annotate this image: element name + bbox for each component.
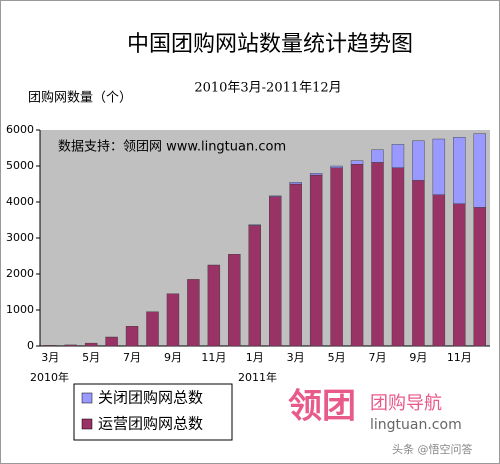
logo-name: 团购导航 — [370, 393, 442, 414]
bar-segment — [432, 138, 446, 195]
y-tick-label: 0 — [27, 339, 34, 352]
x-tick-label: 1月 — [246, 351, 264, 364]
y-tick-label: 1000 — [6, 303, 34, 316]
logo-url: lingtuan.com — [370, 417, 462, 433]
bar-segment — [248, 224, 261, 226]
bar-segment — [44, 345, 57, 347]
bar-segment — [248, 225, 261, 347]
bar-segment — [105, 336, 118, 347]
bar-segment — [412, 180, 425, 347]
legend-swatch — [81, 392, 93, 404]
bar-segment — [350, 163, 364, 347]
x-tick-label: 11月 — [447, 351, 472, 364]
bar-segment — [371, 149, 384, 163]
bar-segment — [289, 183, 302, 347]
chart-title: 中国团购网站数量统计趋势图 — [127, 32, 413, 57]
x-tick-label: 9月 — [164, 351, 182, 364]
x-tick-label: 11月 — [201, 351, 226, 364]
source-note: 数据支持：领团网 www.lingtuan.com — [58, 140, 286, 155]
y-tick-label: 6000 — [6, 123, 34, 136]
y-tick-label: 5000 — [6, 159, 34, 172]
bar-segment — [453, 136, 466, 204]
x-tick-label: 7月 — [369, 351, 387, 364]
legend-label: 关闭团购网总数 — [98, 389, 203, 407]
y-tick-label: 4000 — [6, 195, 34, 208]
bar-segment — [64, 344, 77, 347]
bar-segment — [412, 140, 425, 181]
bar-segment — [391, 144, 405, 168]
bar-segment — [309, 174, 323, 347]
bar-segment — [371, 162, 384, 347]
bar-segment — [269, 196, 282, 347]
bar-segment — [330, 165, 343, 168]
bar-segment — [473, 133, 486, 208]
x-tick-label: 5月 — [82, 351, 100, 364]
bar-segment — [166, 293, 180, 347]
y-tick-label: 3000 — [6, 231, 34, 244]
x-tick-label: 5月 — [328, 351, 346, 364]
year-label: 2010年 — [30, 370, 69, 384]
x-tick-label: 3月 — [287, 351, 305, 364]
y-tick-label: 2000 — [6, 267, 34, 280]
year-label: 2011年 — [238, 370, 277, 384]
y-axis-label: 团购网数量（个） — [28, 90, 132, 106]
x-tick-label: 3月 — [41, 351, 59, 364]
chart-subtitle: 2010年3月-2011年12月 — [194, 81, 341, 96]
bar-segment — [289, 181, 302, 185]
legend — [73, 383, 233, 441]
x-tick-label: 9月 — [409, 351, 427, 364]
bar-segment — [473, 207, 486, 347]
legend-swatch — [81, 418, 93, 430]
bar-segment — [146, 311, 159, 347]
logo-mark: 领团 — [288, 387, 356, 427]
bar-segment — [207, 264, 221, 347]
legend-label: 运营团购网总数 — [98, 415, 203, 433]
bar-segment — [391, 167, 405, 347]
bar-segment — [330, 167, 343, 347]
bar-segment — [309, 172, 323, 176]
bar-segment — [125, 326, 139, 347]
bar-segment — [269, 195, 282, 197]
bar-segment — [432, 194, 446, 347]
x-tick-label: 7月 — [123, 351, 141, 364]
bar-segment — [84, 342, 98, 347]
bar-segment — [187, 279, 200, 347]
bar-segment — [453, 203, 466, 347]
bar-segment — [228, 253, 241, 347]
bar-segment — [350, 160, 364, 165]
watermark: 头条 @悟空问答 — [392, 442, 473, 456]
